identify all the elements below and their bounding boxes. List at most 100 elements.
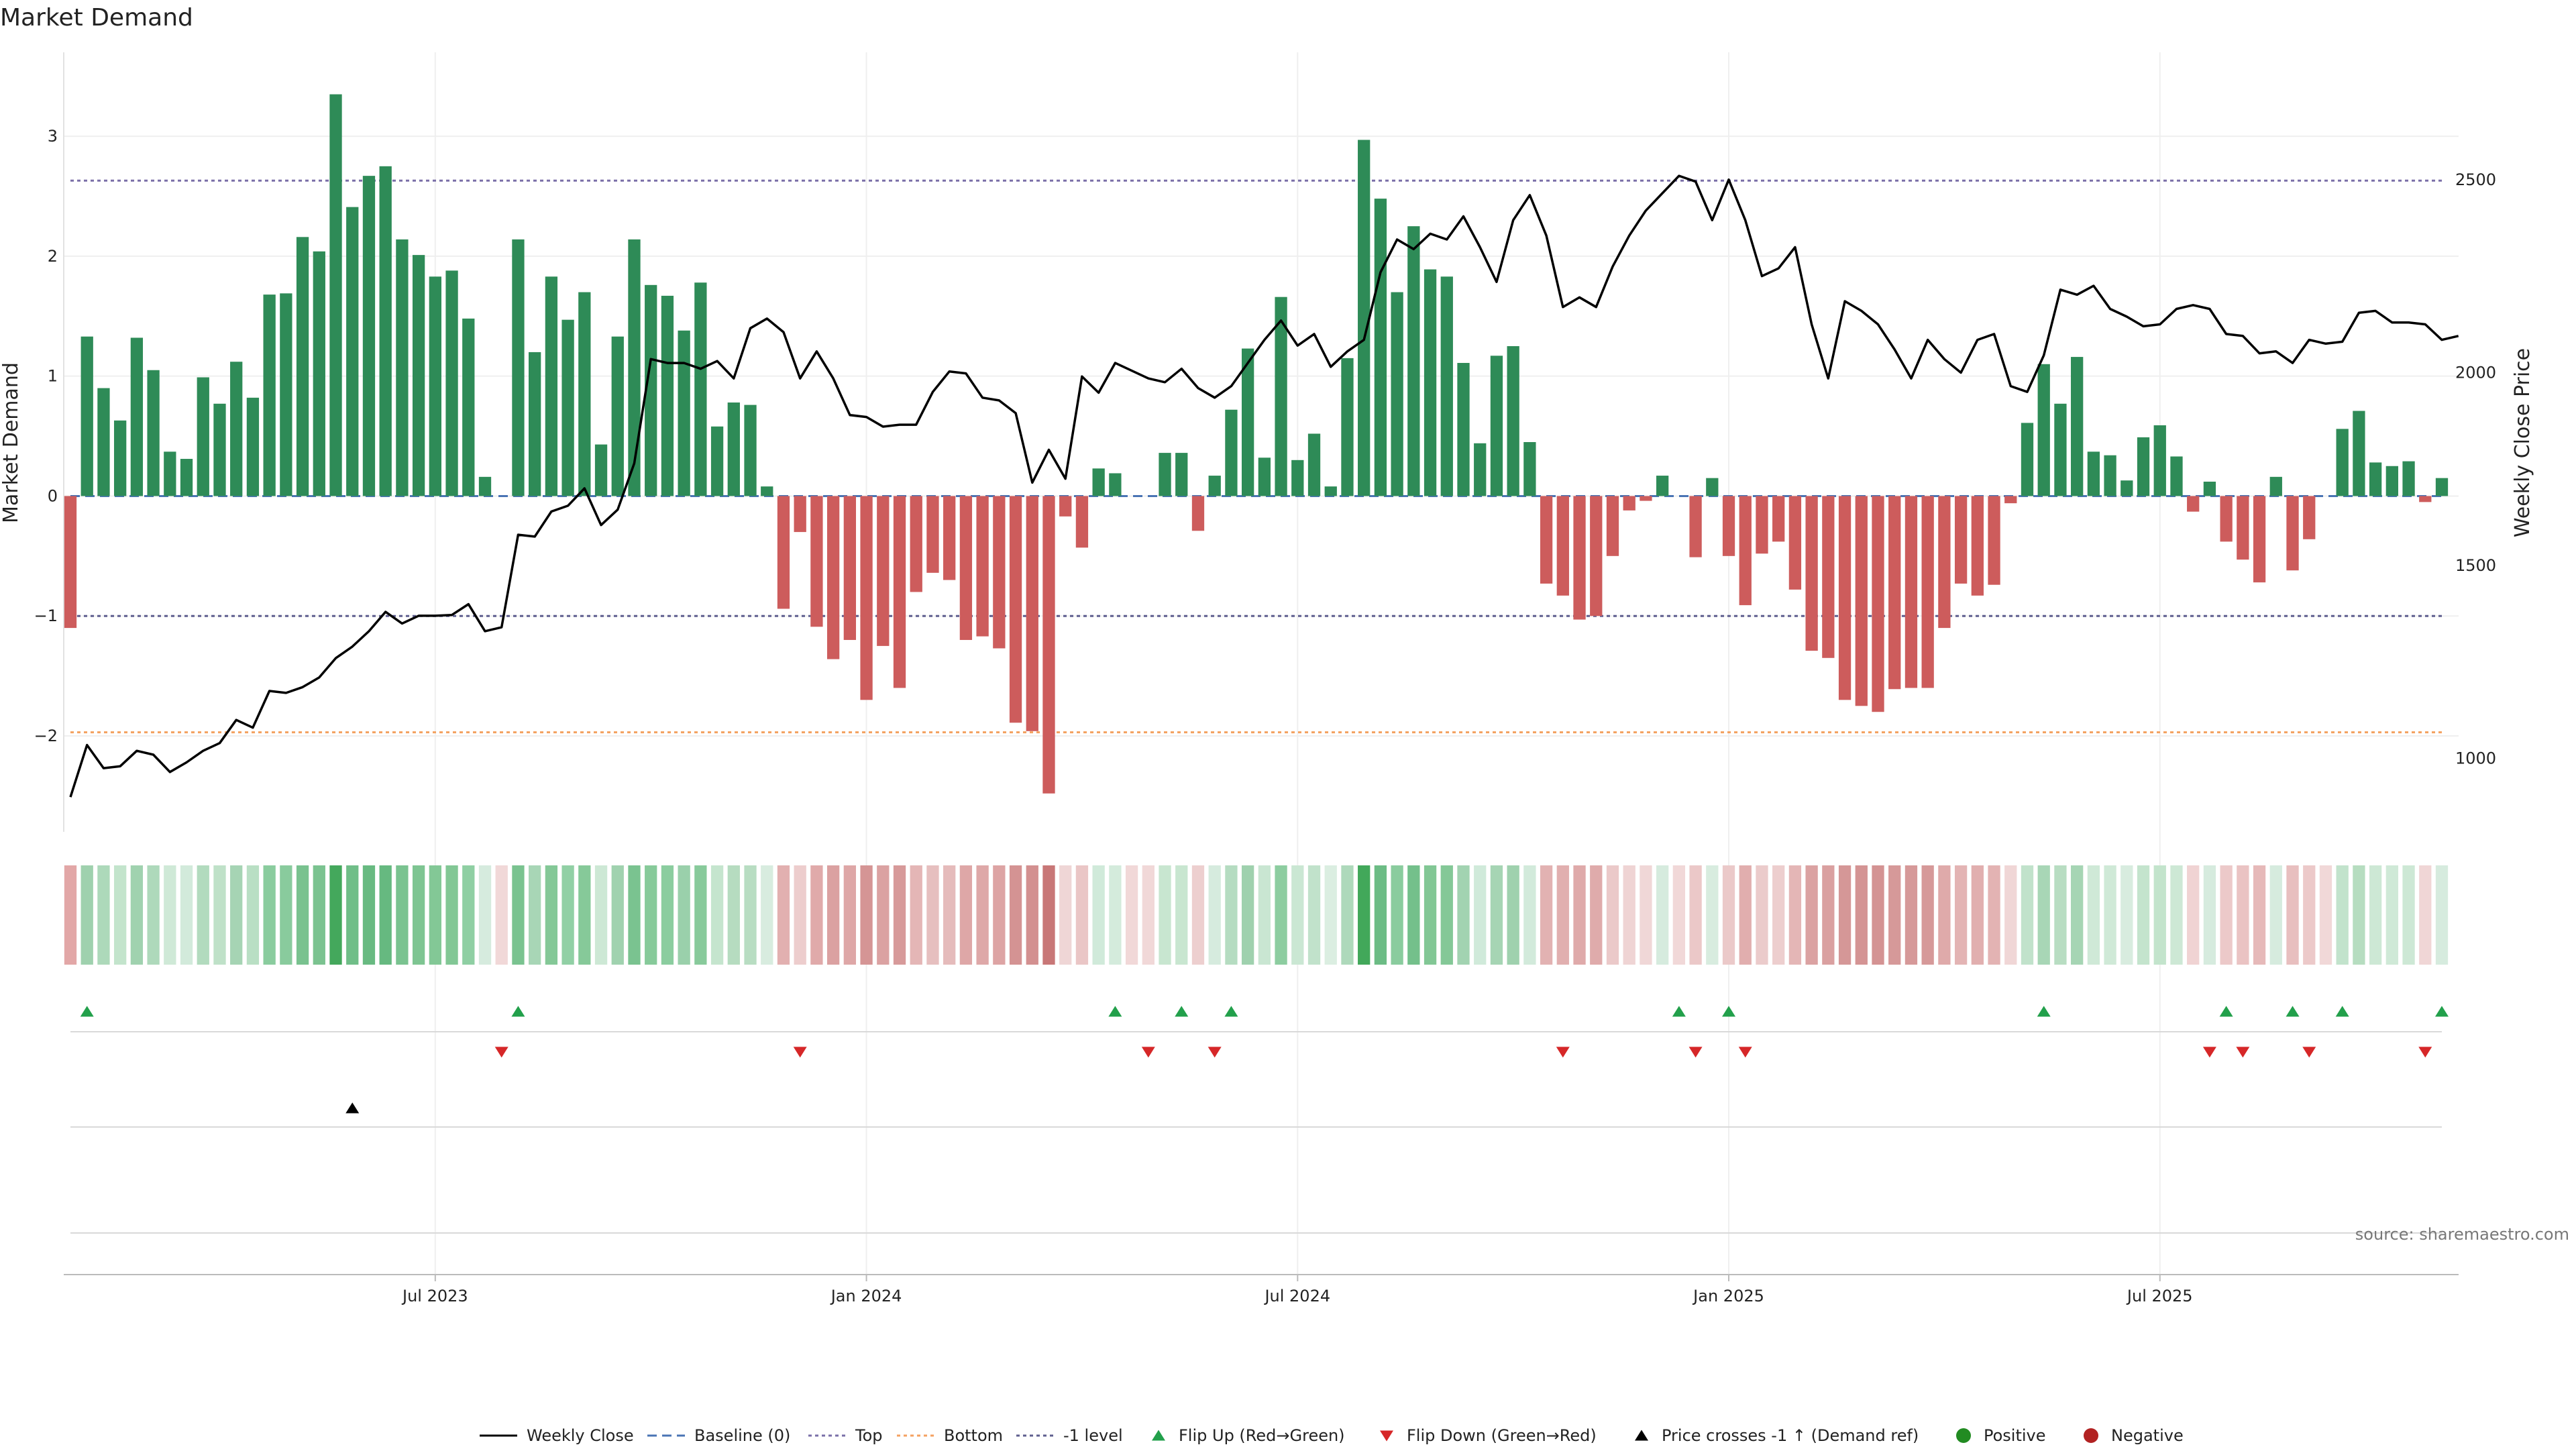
demand-bar	[1689, 496, 1702, 557]
heat-cell	[1838, 865, 1851, 965]
demand-bar	[1291, 460, 1304, 496]
demand-bar	[2269, 476, 2282, 496]
heat-cell	[197, 865, 209, 965]
demand-bar	[1739, 496, 1752, 606]
flip-up-marker	[1175, 1006, 1189, 1017]
heat-cell	[1241, 865, 1254, 965]
heat-cell	[2104, 865, 2116, 965]
heat-cell	[1374, 865, 1387, 965]
flip-up-marker	[2037, 1006, 2051, 1017]
heat-cell	[1275, 865, 1287, 965]
demand-bar	[910, 496, 922, 592]
demand-bar	[1656, 476, 1669, 496]
heat-cell	[2037, 865, 2050, 965]
demand-bar	[1822, 496, 1835, 658]
demand-bar	[1391, 292, 1403, 496]
flip-down-marker	[1556, 1046, 1570, 1058]
heat-cell	[2087, 865, 2100, 965]
heat-cell	[628, 865, 641, 965]
heat-cell	[810, 865, 823, 965]
heat-cell	[2220, 865, 2233, 965]
legend-label: Top	[855, 1426, 883, 1445]
heat-cell	[280, 865, 292, 965]
heat-cell	[1904, 865, 1918, 965]
demand-bar	[594, 444, 608, 496]
heat-cell	[611, 865, 624, 965]
left-tick-label: −2	[34, 727, 58, 745]
demand-bar	[1341, 358, 1354, 496]
x-tick-label: Jul 2024	[1263, 1287, 1330, 1305]
heat-cell	[1159, 865, 1171, 965]
demand-bar	[1225, 409, 1238, 496]
demand-bar	[926, 496, 939, 573]
heat-cell	[2137, 865, 2150, 965]
heat-cell	[1855, 865, 1868, 965]
demand-bar	[893, 496, 906, 688]
heat-cell	[1474, 865, 1487, 965]
heat-cell	[114, 865, 127, 965]
demand-bar	[1490, 356, 1503, 496]
heat-cell	[1656, 865, 1669, 965]
demand-bar	[1307, 433, 1321, 496]
demand-bar	[2121, 480, 2133, 496]
heat-cell	[379, 865, 392, 965]
legend-item-negative: Negative	[2084, 1426, 2184, 1445]
demand-bar	[1772, 496, 1785, 542]
demand-bar	[230, 362, 243, 496]
heat-cell	[80, 865, 93, 965]
price-series	[69, 174, 2459, 798]
demand-bar	[1191, 496, 1205, 531]
flip-down-marker	[1208, 1046, 1222, 1058]
heat-cell	[1490, 865, 1503, 965]
demand-bar	[2071, 357, 2084, 496]
demand-bar	[1888, 496, 1901, 690]
x-tick-label: Jul 2025	[2126, 1287, 2193, 1305]
demand-bar	[379, 166, 392, 496]
legend-item-positive: Positive	[1956, 1426, 2046, 1445]
demand-bar	[2402, 461, 2415, 496]
demand-bar	[362, 176, 376, 496]
heat-cell	[678, 865, 690, 965]
demand-bar	[114, 420, 127, 496]
demand-bar	[860, 496, 873, 700]
demand-bar	[396, 239, 409, 496]
legend-swatch	[1956, 1428, 1971, 1443]
demand-bar	[1872, 496, 1884, 712]
heat-cell	[2004, 865, 2017, 965]
flip-up-marker	[2286, 1006, 2300, 1017]
heat-cell	[529, 865, 541, 965]
demand-bar	[2220, 496, 2233, 542]
demand-bar	[1855, 496, 1868, 706]
right-tick-label: 1500	[2455, 556, 2496, 575]
legend-label: Bottom	[944, 1426, 1003, 1445]
legend-item-top: Top	[808, 1426, 883, 1445]
demand-bar	[1640, 496, 1652, 501]
heat-cell	[1988, 865, 2000, 965]
heat-cell	[362, 865, 376, 965]
heat-cell	[1954, 865, 1968, 965]
heat-cell	[462, 865, 475, 965]
demand-bar	[645, 284, 657, 496]
heat-cell	[860, 865, 873, 965]
price-cross-marker	[345, 1102, 360, 1114]
heat-cell	[1722, 865, 1735, 965]
demand-bar	[761, 486, 773, 496]
demand-bar	[1573, 496, 1586, 620]
demand-bar	[628, 239, 641, 496]
flip-markers	[80, 1006, 2449, 1058]
demand-bar	[959, 496, 973, 640]
demand-bar	[2104, 455, 2116, 496]
demand-bar	[1540, 496, 1553, 584]
demand-bar	[164, 451, 176, 496]
demand-bar	[1788, 496, 1802, 590]
heat-cell	[2253, 865, 2266, 965]
flip-up-marker	[511, 1006, 525, 1017]
demand-bar	[1026, 496, 1038, 731]
heat-cell	[445, 865, 458, 965]
demand-bar	[2253, 496, 2266, 583]
demand-bar	[661, 295, 674, 496]
flip-up-marker	[1108, 1006, 1122, 1017]
flip-up-marker	[80, 1006, 94, 1017]
heat-cell	[1772, 865, 1785, 965]
demand-bar	[2054, 403, 2067, 496]
